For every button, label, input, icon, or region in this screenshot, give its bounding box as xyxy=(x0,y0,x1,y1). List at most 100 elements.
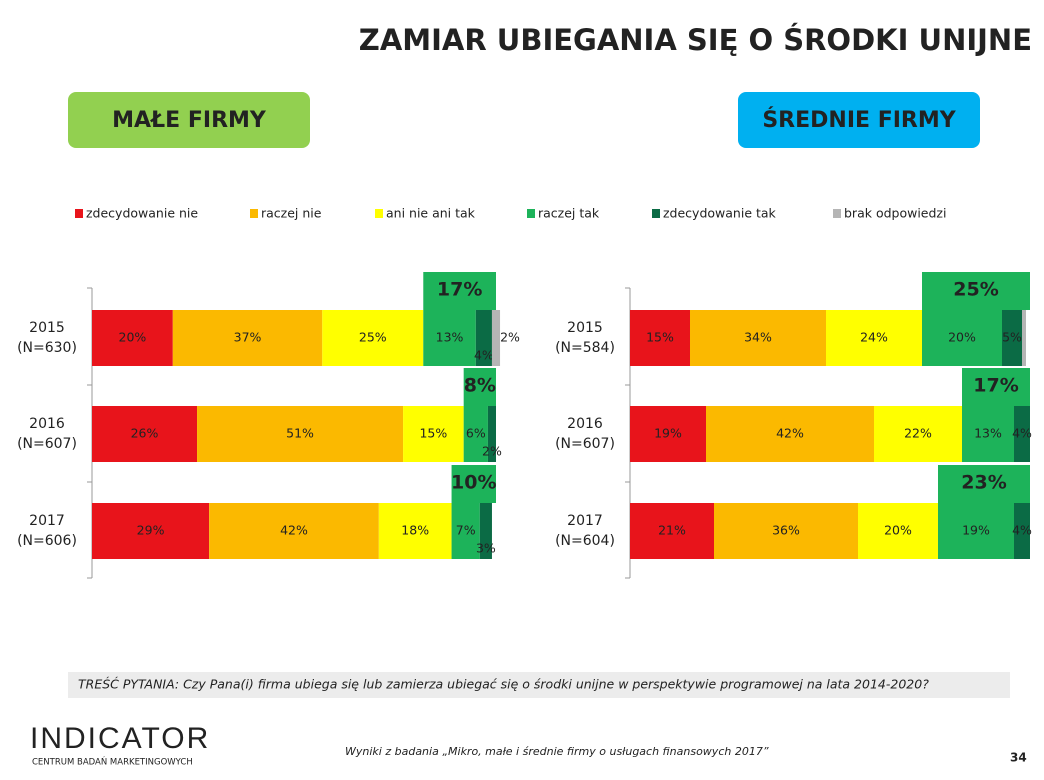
bar-segment xyxy=(714,503,858,559)
legend-label: zdecydowanie nie xyxy=(86,206,198,221)
bar-segment xyxy=(1014,406,1030,462)
legend-swatch xyxy=(250,209,258,218)
bar-segment xyxy=(92,310,173,366)
page-number: 34 xyxy=(1010,751,1027,765)
bar-segment xyxy=(451,503,480,559)
source: Wyniki z badania „Mikro, małe i średnie … xyxy=(345,745,769,758)
data-label: 42% xyxy=(776,426,804,441)
bar-segment xyxy=(1002,310,1022,366)
data-label: 2% xyxy=(500,330,520,345)
bar-segment xyxy=(92,503,210,559)
bar-segment xyxy=(322,310,424,366)
data-label: 21% xyxy=(658,523,686,538)
bar-segment xyxy=(962,406,1014,462)
total-label: 25% xyxy=(953,279,998,301)
total-label: 8% xyxy=(464,375,496,397)
data-label: 13% xyxy=(436,330,464,345)
category-label: 2016 xyxy=(29,416,65,432)
category-label: 2015 xyxy=(29,320,65,336)
bar-segment xyxy=(463,406,488,462)
bar-segment xyxy=(491,310,501,366)
bar-segment xyxy=(403,406,464,462)
data-label: 25% xyxy=(359,330,387,345)
total-callout xyxy=(962,368,1030,406)
sample-size: (N=606) xyxy=(17,533,77,549)
bar-segment xyxy=(922,310,1002,366)
sample-size: (N=630) xyxy=(17,340,77,356)
category-label: 2017 xyxy=(29,513,65,529)
data-label: 13% xyxy=(974,426,1002,441)
legend-label: raczej nie xyxy=(261,206,322,221)
question: TREŚĆ PYTANIA: Czy Pana(i) firma ubiega … xyxy=(78,677,929,692)
sample-size: (N=584) xyxy=(555,340,615,356)
bar-segment xyxy=(1022,310,1026,366)
bar-segment xyxy=(479,503,492,559)
bar-segment xyxy=(938,503,1014,559)
bar-segment xyxy=(630,310,690,366)
data-label: 20% xyxy=(884,523,912,538)
bar-segment xyxy=(630,406,706,462)
data-label: 29% xyxy=(137,523,165,538)
data-label: 51% xyxy=(286,426,314,441)
sample-size: (N=604) xyxy=(555,533,615,549)
data-label: 3% xyxy=(476,541,496,556)
data-label: 6% xyxy=(466,426,486,441)
bar-segment xyxy=(706,406,874,462)
data-label: 5% xyxy=(1002,330,1022,345)
data-label: 4% xyxy=(1012,523,1032,538)
legend-swatch xyxy=(527,209,535,218)
total-callout xyxy=(922,272,1030,310)
total-label: 23% xyxy=(961,472,1006,494)
total-label: 17% xyxy=(973,375,1018,397)
data-label: 34% xyxy=(744,330,772,345)
total-callout xyxy=(423,272,496,310)
bar-segment xyxy=(197,406,404,462)
category-label: 2015 xyxy=(567,320,603,336)
legend-swatch xyxy=(833,209,841,218)
data-label: 20% xyxy=(119,330,147,345)
data-label: 18% xyxy=(401,523,429,538)
bar-segment xyxy=(92,406,198,462)
total-label: 10% xyxy=(451,472,496,494)
sample-size: (N=607) xyxy=(555,436,615,452)
legend-label: ani nie ani tak xyxy=(386,206,476,221)
data-label: 20% xyxy=(948,330,976,345)
panel-box xyxy=(738,92,980,148)
sample-size: (N=607) xyxy=(17,436,77,452)
total-callout xyxy=(938,465,1030,503)
data-label: 7% xyxy=(456,523,476,538)
bar-segment xyxy=(1014,503,1030,559)
bar-segment xyxy=(172,310,323,366)
data-label: 15% xyxy=(419,426,447,441)
panel-label: MAŁE FIRMY xyxy=(112,108,267,133)
total-label: 17% xyxy=(437,279,482,301)
bar-segment xyxy=(826,310,922,366)
panel-box xyxy=(68,92,310,148)
data-label: 4% xyxy=(474,348,494,363)
data-label: 37% xyxy=(234,330,262,345)
bar-segment xyxy=(378,503,452,559)
panel-label: ŚREDNIE FIRMY xyxy=(762,107,956,133)
bar-segment xyxy=(423,310,476,366)
logo: INDICATOR xyxy=(30,722,210,755)
category-label: 2016 xyxy=(567,416,603,432)
data-label: 26% xyxy=(131,426,159,441)
bar-segment xyxy=(475,310,492,366)
category-label: 2017 xyxy=(567,513,603,529)
bar-segment xyxy=(487,406,496,462)
data-label: 15% xyxy=(646,330,674,345)
data-label: 2% xyxy=(482,444,502,459)
slide-title: ZAMIAR UBIEGANIA SIĘ O ŚRODKI UNIJNE xyxy=(359,23,1032,57)
data-label: 19% xyxy=(962,523,990,538)
bar-segment xyxy=(690,310,826,366)
data-label: 19% xyxy=(654,426,682,441)
total-callout xyxy=(451,465,496,503)
legend-label: zdecydowanie tak xyxy=(663,206,777,221)
bar-segment xyxy=(209,503,379,559)
logo-subtitle: CENTRUM BADAŃ MARKETINGOWYCH xyxy=(32,756,193,768)
data-label: 36% xyxy=(772,523,800,538)
legend-label: brak odpowiedzi xyxy=(844,206,946,221)
bar-segment xyxy=(858,503,938,559)
legend-swatch xyxy=(375,209,383,218)
